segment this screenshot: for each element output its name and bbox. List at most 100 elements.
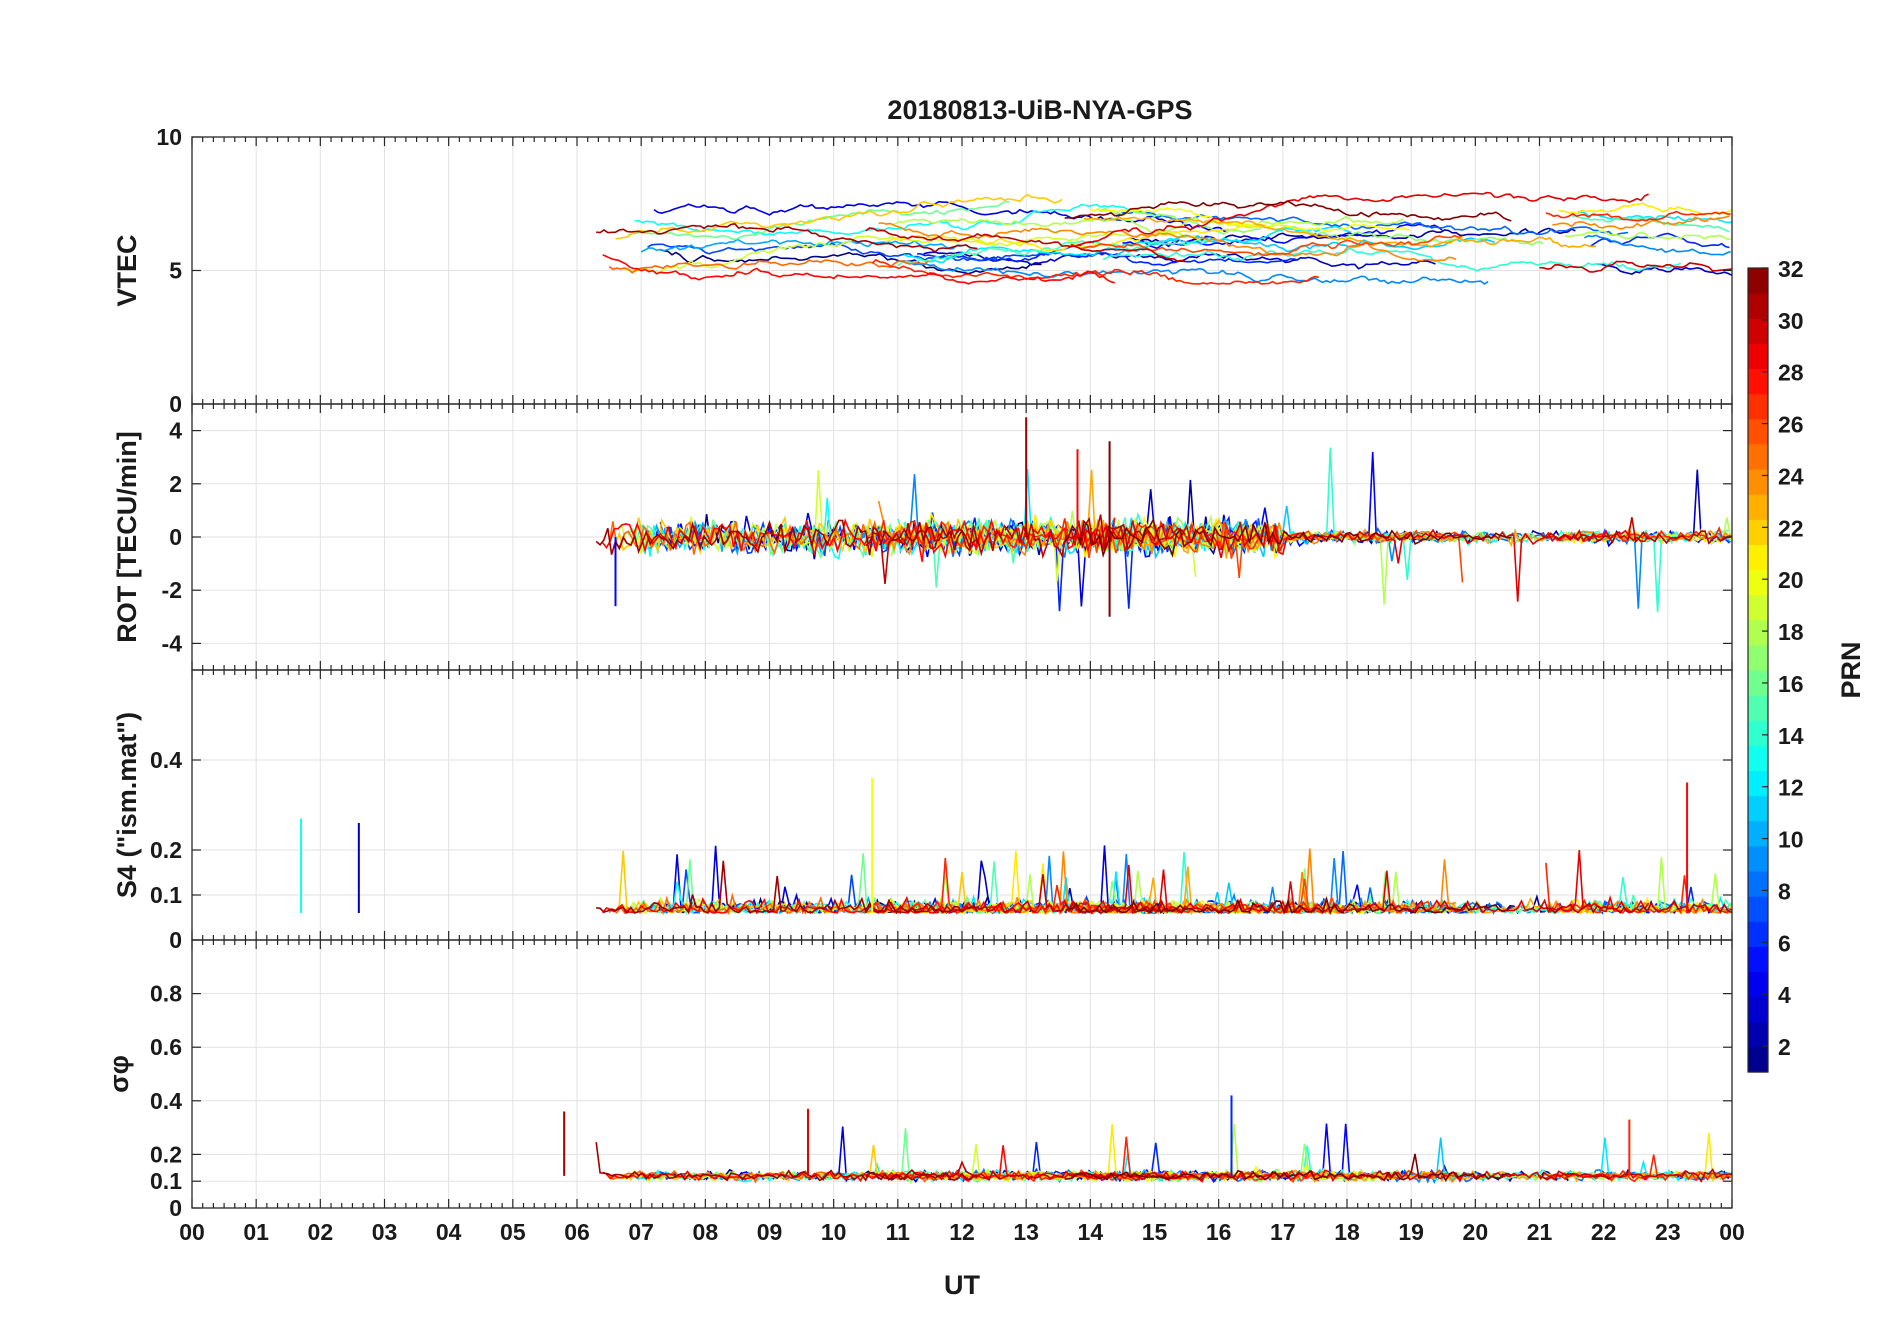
series-line-prn-7 (647, 240, 1095, 262)
x-tick-label: 17 (1270, 1219, 1296, 1245)
x-tick-label: 13 (1013, 1219, 1039, 1245)
x-tick-label: 14 (1078, 1219, 1104, 1245)
colorbar-swatch (1748, 368, 1768, 395)
y-axis-label-vtec: VTEC (112, 234, 142, 306)
y-tick-label-rot: 0 (169, 524, 182, 550)
series-line-prn-27 (1545, 210, 1731, 222)
series-line-prn-8 (1115, 209, 1629, 236)
series-line-prn-30 (865, 1160, 1186, 1182)
colorbar-tick-label: 20 (1778, 567, 1804, 593)
colorbar-swatch (1748, 318, 1768, 344)
x-tick-label: 11 (886, 1219, 911, 1245)
series-line-prn-30 (1538, 517, 1733, 545)
colorbar-swatch (1748, 695, 1768, 721)
colorbar-label: PRN (1836, 641, 1866, 698)
y-tick-label-rot: 4 (169, 418, 182, 444)
colorbar-swatch (1748, 594, 1768, 621)
y-tick-label-s4: 0 (169, 927, 182, 953)
series-line-prn-29 (1070, 520, 1650, 602)
colorbar-swatch (1748, 443, 1768, 470)
series-line-prn-29 (1070, 191, 1649, 248)
y-tick-label-vtec: 0 (169, 391, 182, 417)
series-line-prn-29 (1070, 1169, 1650, 1183)
x-tick-label: 09 (757, 1219, 783, 1245)
series-line-prn-20 (1089, 207, 1411, 233)
colorbar-swatch (1748, 921, 1768, 947)
colorbar-swatch (1748, 644, 1768, 671)
series-line-prn-30 (865, 227, 1186, 263)
x-tick-label: 23 (1655, 1219, 1681, 1245)
colorbar-tick-label: 26 (1778, 412, 1804, 438)
series-line-prn-32 (1064, 896, 1512, 916)
colorbar-tick-label: 30 (1778, 308, 1804, 334)
colorbar-tick-label: 22 (1778, 515, 1804, 541)
series-line-prn-30 (1539, 899, 1733, 915)
series-line-prn-31 (595, 1142, 978, 1182)
colorbar-swatch (1748, 519, 1768, 545)
series-line-prn-28 (602, 517, 1116, 562)
x-tick-label: 07 (628, 1219, 654, 1245)
colorbar-swatch (1748, 795, 1768, 822)
colorbar-tick-label: 2 (1778, 1034, 1791, 1060)
colorbar-tick-label: 6 (1778, 930, 1791, 956)
colorbar-swatch (1748, 971, 1768, 998)
series-line-prn-31 (596, 860, 979, 915)
colorbar-swatch (1748, 1046, 1768, 1073)
colorbar-tick-label: 16 (1778, 671, 1804, 697)
colorbar-swatch (1748, 896, 1768, 922)
colorbar-tick-label: 8 (1778, 878, 1791, 904)
y-tick-label-sigma_phi: 0.2 (150, 1141, 182, 1167)
x-tick-label: 03 (372, 1219, 398, 1245)
colorbar-swatch (1748, 393, 1768, 420)
colorbar-swatch (1748, 745, 1768, 772)
chart-title: 20180813-UiB-NYA-GPS (887, 95, 1192, 125)
tick-layer (191, 136, 1733, 1209)
series-line-prn-9 (1584, 234, 1731, 256)
series-line-prn-1 (660, 249, 1042, 275)
x-tick-label: 21 (1527, 1219, 1553, 1245)
y-tick-label-vtec: 5 (169, 258, 182, 284)
x-tick-label: 00 (179, 1219, 205, 1245)
series-line-prn-3 (1597, 263, 1733, 277)
colorbar-swatch (1748, 268, 1768, 294)
colorbar-tick-label: 10 (1778, 827, 1804, 853)
colorbar-swatch (1748, 293, 1768, 319)
colorbar-swatch (1748, 871, 1768, 897)
series-line-prn-18 (891, 215, 1404, 234)
colorbar-tick-label: 24 (1778, 463, 1804, 489)
label-layer: 20180813-UiB-NYA-GPS UT 0510VTEC-4-2024R… (104, 95, 1745, 1300)
series-line-prn-32 (1064, 200, 1512, 222)
colorbar-frame (1747, 267, 1769, 1073)
y-tick-label-s4: 0.2 (150, 837, 182, 863)
colorbar-swatch (1748, 343, 1768, 370)
colorbar-swatch (1748, 996, 1768, 1023)
series-line-prn-23 (1083, 216, 1597, 249)
x-tick-label: 08 (693, 1219, 719, 1245)
x-tick-label: 12 (949, 1219, 975, 1245)
colorbar-tick-label: 14 (1778, 723, 1804, 749)
x-tick-label: 10 (821, 1219, 847, 1245)
x-axis-label: UT (944, 1270, 980, 1300)
x-tick-label: 02 (308, 1219, 334, 1245)
series-line-prn-22 (615, 193, 1063, 240)
colorbar-tick-label: 32 (1778, 256, 1804, 282)
series-line-prn-25 (608, 259, 930, 274)
x-tick-label: 04 (436, 1219, 462, 1245)
colorbar-swatch (1748, 418, 1768, 445)
series-line-prn-13 (634, 203, 1148, 236)
colorbar-swatch (1748, 494, 1768, 520)
series-line-prn-28 (602, 254, 1115, 285)
series-line-prn-31 (596, 222, 978, 253)
colorbar-swatch (1748, 1021, 1768, 1048)
series-line-prn-30 (1539, 260, 1733, 273)
series-line-prn-32 (1064, 517, 1512, 559)
series-line-prn-25 (608, 519, 930, 556)
y-tick-label-rot: -4 (162, 630, 183, 656)
y-tick-label-rot: -2 (162, 577, 182, 603)
colorbar-swatch (1748, 469, 1768, 495)
x-tick-label: 22 (1591, 1219, 1617, 1245)
series-line-prn-15 (897, 237, 1218, 267)
series-line-prn-14 (1102, 246, 1682, 272)
